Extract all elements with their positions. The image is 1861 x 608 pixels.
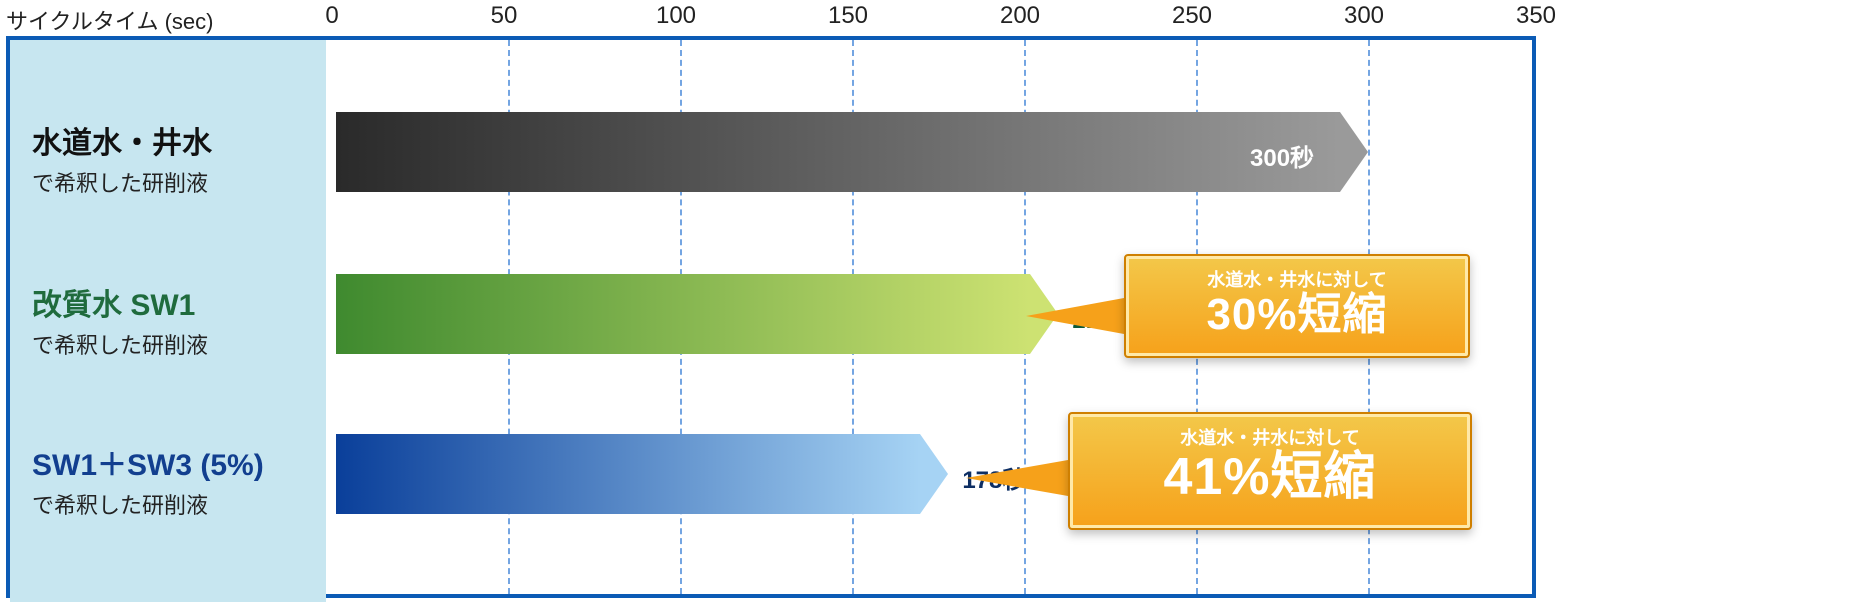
axis-tick: 200 (1000, 2, 1040, 30)
row-subtitle: で希釈した研削液 (32, 328, 318, 360)
axis-tick: 50 (491, 2, 518, 30)
axis-tick: 350 (1516, 2, 1556, 30)
axis-title: サイクルタイム (sec) (6, 4, 213, 36)
bar-arrow (1340, 112, 1368, 192)
row-label: 水道水・井水で希釈した研削液 (32, 118, 318, 198)
axis-tick: 0 (325, 2, 338, 30)
callout-top-text: 水道水・井水に対して (1144, 266, 1450, 292)
bar-arrow (920, 434, 948, 514)
row-title: 改質水 SW1 (32, 280, 318, 324)
row-subtitle: で希釈した研削液 (32, 488, 318, 520)
callout-pointer (966, 460, 1068, 496)
row-title: 水道水・井水 (32, 118, 318, 162)
bar (336, 274, 1030, 354)
axis-tick: 250 (1172, 2, 1212, 30)
bar (336, 434, 920, 514)
bar-value-label: 300秒 (1250, 138, 1314, 173)
bar (336, 112, 1340, 192)
callout-box: 水道水・井水に対して30%短縮 (1124, 254, 1470, 358)
callout-box: 水道水・井水に対して41%短縮 (1068, 412, 1472, 530)
cycle-time-chart: サイクルタイム (sec) 0 50 100 150 200 250 300 350 水道水・… (0, 0, 1861, 608)
axis-tick: 150 (828, 2, 868, 30)
row-label: 改質水 SW1 で希釈した研削液 (32, 280, 318, 360)
callout-top-text: 水道水・井水に対して (1088, 424, 1452, 450)
axis-tick: 300 (1344, 2, 1384, 30)
row-label: SW1＋SW3 (5%) で希釈した研削液 (32, 440, 318, 520)
callout-pointer (1026, 298, 1124, 334)
callout-main-text: 41%短縮 (1088, 450, 1452, 505)
row-title: SW1＋SW3 (5%) (32, 440, 318, 484)
row-subtitle: で希釈した研削液 (32, 166, 318, 198)
callout-main-text: 30%短縮 (1144, 292, 1450, 338)
axis-tick: 100 (656, 2, 696, 30)
